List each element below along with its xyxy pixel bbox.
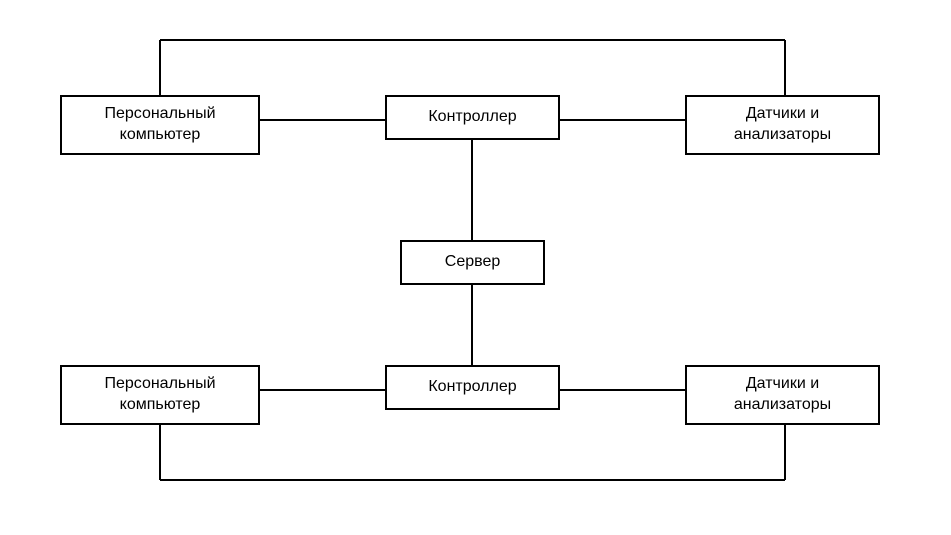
node-pc2-label: Персональный компьютер [104,374,215,416]
node-pc2: Персональный компьютер [60,365,260,425]
node-pc1: Персональный компьютер [60,95,260,155]
node-ctrl1-label: Контроллер [428,107,516,128]
node-sens1: Датчики и анализаторы [685,95,880,155]
network-diagram: Персональный компьютер Контроллер Датчик… [0,0,951,535]
node-sens2-label: Датчики и анализаторы [734,374,831,416]
node-server: Сервер [400,240,545,285]
node-server-label: Сервер [445,252,500,273]
node-ctrl1: Контроллер [385,95,560,140]
node-ctrl2: Контроллер [385,365,560,410]
node-sens1-label: Датчики и анализаторы [734,104,831,146]
node-pc1-label: Персональный компьютер [104,104,215,146]
node-ctrl2-label: Контроллер [428,377,516,398]
node-sens2: Датчики и анализаторы [685,365,880,425]
